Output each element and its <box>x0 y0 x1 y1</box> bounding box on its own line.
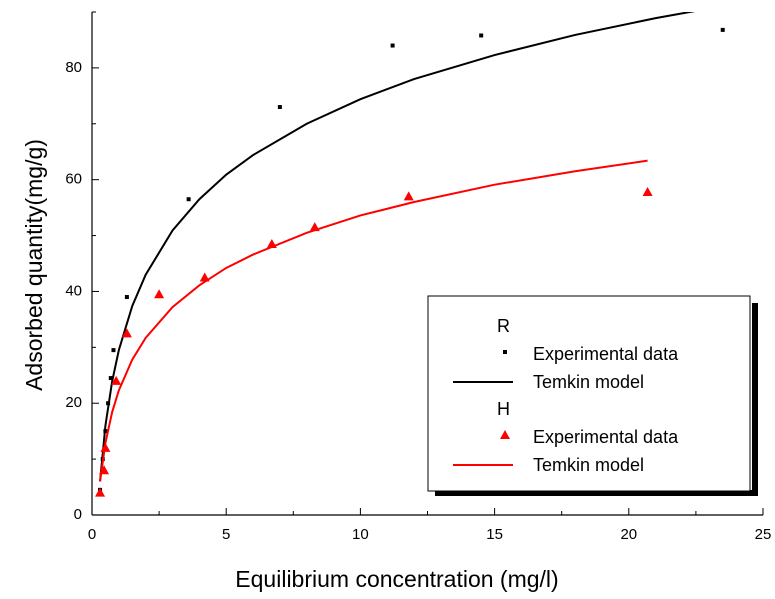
legend-shadow <box>435 490 758 496</box>
x-tick-label: 15 <box>486 526 503 543</box>
x-axis-title: Equilibrium concentration (mg/l) <box>235 566 558 592</box>
x-tick-label: 20 <box>620 526 637 543</box>
model-line <box>99 12 696 482</box>
legend-swatch <box>500 430 510 439</box>
y-tick-label: 80 <box>65 59 82 76</box>
data-point <box>403 191 414 201</box>
x-tick-label: 10 <box>352 526 369 543</box>
plot-area <box>95 12 725 497</box>
y-tick-label: 0 <box>74 506 82 523</box>
data-point <box>108 376 113 381</box>
data-point <box>277 105 282 110</box>
legend-label: Experimental data <box>533 344 679 364</box>
model-line <box>99 159 648 482</box>
x-tick-label: 25 <box>755 526 772 543</box>
legend-shadow <box>752 303 758 496</box>
data-point <box>154 289 165 299</box>
data-point <box>479 33 484 38</box>
legend: R Experimental data Temkin model H Experimen… <box>427 295 758 496</box>
data-point <box>186 197 191 202</box>
data-point <box>720 27 725 32</box>
data-point <box>124 295 129 300</box>
y-tick-label: 20 <box>65 394 82 411</box>
y-axis-title: Adsorbed quantity(mg/g) <box>21 139 47 391</box>
legend-swatch <box>503 350 507 354</box>
data-point <box>111 348 116 353</box>
y-tick-label: 60 <box>65 171 82 188</box>
legend-label: Experimental data <box>533 427 679 447</box>
legend-group-title: R <box>497 316 510 336</box>
legend-label: Temkin model <box>533 372 644 392</box>
legend-box <box>427 295 751 492</box>
data-point <box>642 186 653 196</box>
data-point <box>121 328 132 338</box>
legend-group-title: H <box>497 399 510 419</box>
y-tick-label: 40 <box>65 282 82 299</box>
x-tick-label: 5 <box>222 526 230 543</box>
data-point <box>390 43 395 48</box>
axes: 0 5 10 15 20 25 0 20 40 60 80 <box>65 11 772 543</box>
legend-label: Temkin model <box>533 455 644 475</box>
x-tick-label: 0 <box>88 526 96 543</box>
data-point <box>111 375 122 385</box>
data-point <box>95 487 106 497</box>
